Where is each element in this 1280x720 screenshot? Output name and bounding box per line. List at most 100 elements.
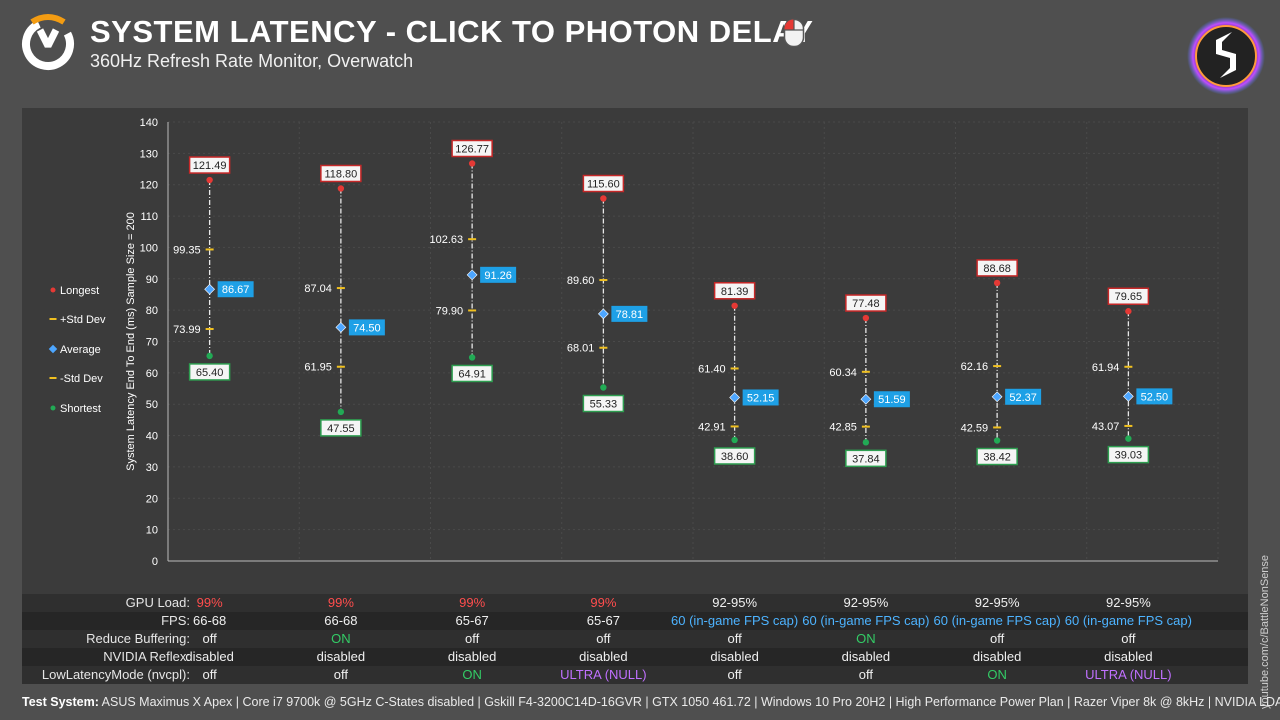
table-cell-text: off <box>727 667 742 682</box>
shortest-label: 38.60 <box>721 451 749 463</box>
table-cell-text: ON <box>987 667 1007 682</box>
longest-point <box>600 195 607 202</box>
table-cell: disabled <box>271 649 411 664</box>
shortest-label: 39.03 <box>1115 450 1143 462</box>
average-label-box <box>742 389 779 406</box>
table-cell: 99% <box>402 595 542 610</box>
table-cell: disabled <box>533 649 673 664</box>
page-subtitle: 360Hz Refresh Rate Monitor, Overwatch <box>90 51 414 71</box>
table-cell-text: off <box>465 631 480 646</box>
table-cell: off <box>402 631 542 646</box>
table-cell: 66-68 <box>271 613 411 628</box>
channel-logo-icon <box>1187 17 1265 95</box>
table-cell: off <box>271 667 411 682</box>
legend-label: +Std Dev <box>60 314 106 326</box>
table-cell: disabled <box>1058 649 1198 664</box>
table-cell: off <box>140 631 280 646</box>
shortest-point <box>206 352 213 360</box>
average-label-box <box>217 281 254 298</box>
average-label-box <box>1136 388 1173 405</box>
plus-std-label: 61.40 <box>698 363 726 375</box>
table-row: FPS: 66-68 66-68 65-67 65-67 60 (in-game FPS … <box>22 612 1248 630</box>
longest-point <box>337 185 345 192</box>
mouse-left-click-icon <box>783 18 805 48</box>
table-cell: disabled <box>927 649 1067 664</box>
y-tick-label: 80 <box>146 305 158 317</box>
table-cell-text: 92-95% <box>1105 595 1151 610</box>
footer-label: Test System: <box>22 695 99 709</box>
watermark: youtube.com/c/BattleNonSense <box>1258 548 1272 718</box>
shortest-point <box>468 354 476 361</box>
table-cell-text: ON <box>331 631 351 646</box>
table-cell: ULTRA (NULL) <box>533 667 673 682</box>
shortest-point <box>862 439 870 446</box>
longest-point <box>468 160 476 167</box>
longest-point <box>862 314 870 322</box>
average-label-box <box>348 319 385 336</box>
y-tick-label: 120 <box>140 180 158 192</box>
shortest-label-box <box>1107 445 1150 464</box>
table-row: NVIDIA Reflex: disabled disabled disabled di… <box>22 648 1248 666</box>
legend-label: -Std Dev <box>60 373 103 385</box>
shortest-label: 38.42 <box>983 452 1011 464</box>
plus-std-label: 102.63 <box>429 234 463 246</box>
y-tick-label: 110 <box>140 211 158 223</box>
longest-label-box <box>320 164 362 183</box>
table-cell-text: ON <box>462 667 482 682</box>
table-cell: off <box>1058 631 1198 646</box>
table-cell-text: off <box>333 667 348 682</box>
table-cell: ULTRA (NULL) <box>1058 667 1198 682</box>
average-point <box>991 391 1003 403</box>
average-label: 52.50 <box>1141 391 1169 403</box>
plus-std-label: 87.04 <box>304 283 332 295</box>
header: SYSTEM LATENCY - CLICK TO PHOTON DELAY 3… <box>0 0 1280 108</box>
y-tick-label: 20 <box>146 493 158 505</box>
table-cell: 99% <box>271 595 411 610</box>
average-point <box>860 393 872 405</box>
table-cell-text: (NULL) <box>601 667 647 682</box>
table-cell-text: 60 (in-game FPS cap) <box>1064 613 1192 628</box>
shortest-label-box <box>188 363 231 381</box>
table-cell: 60 (in-game FPS cap) <box>1058 613 1198 628</box>
table-cell-text: 99% <box>459 595 486 610</box>
table-cell-text: 99% <box>590 595 617 610</box>
table-cell: 65-67 <box>533 613 673 628</box>
average-point <box>204 283 215 295</box>
average-label: 86.67 <box>222 284 250 296</box>
table-cell-text: 65-67 <box>455 613 489 628</box>
table-cell-text: disabled <box>579 649 628 664</box>
average-label: 52.37 <box>1009 392 1037 404</box>
y-tick-label: 50 <box>146 399 158 411</box>
shortest-label: 47.55 <box>327 423 355 435</box>
average-point <box>1123 391 1134 402</box>
average-label: 74.50 <box>353 322 381 334</box>
table-cell: 92-95% <box>796 595 936 610</box>
longest-label-box <box>451 139 493 158</box>
minus-std-label: 68.01 <box>567 343 595 355</box>
average-point <box>729 392 740 403</box>
longest-label: 126.77 <box>455 143 489 155</box>
y-tick-label: 10 <box>146 525 158 537</box>
table-cell-text: 66-68 <box>324 613 358 628</box>
plus-std-label: 60.34 <box>829 367 857 379</box>
y-tick-label: 30 <box>146 462 158 474</box>
longest-label: 77.48 <box>852 298 880 310</box>
table-cell: 99% <box>533 595 673 610</box>
average-label: 91.26 <box>484 270 512 282</box>
table-cell-text: disabled <box>316 649 366 664</box>
y-tick-label: 40 <box>146 431 158 443</box>
shortest-label-box <box>582 394 625 413</box>
table-cell-text: 92-95% <box>843 595 889 610</box>
longest-label-box <box>713 282 756 300</box>
table-cell-text: off <box>202 631 217 646</box>
table-cell-text: disabled <box>972 649 1022 664</box>
latency-chart: 0 10 20 30 40 50 60 70 80 90 100 110 120 130 140 System… <box>48 117 1219 568</box>
table-cell-text: off <box>727 631 742 646</box>
shortest-label: 65.40 <box>196 367 224 379</box>
table-cell-text: 60 (in-game FPS cap) <box>933 613 1061 628</box>
table-row-label: Reduce Buffering: <box>86 631 190 646</box>
average-label-box <box>1005 388 1042 405</box>
table-cell-text: disabled <box>710 649 759 664</box>
average-label-box <box>480 266 517 283</box>
legend-label: Average <box>60 344 101 356</box>
